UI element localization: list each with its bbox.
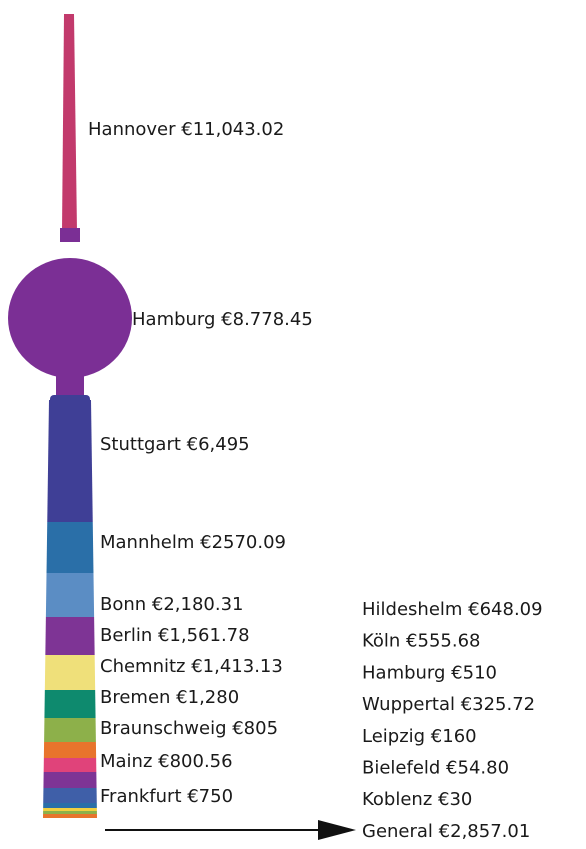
segment-label: Hamburg €510 — [362, 662, 497, 683]
segment-label: Leipzig €160 — [362, 726, 477, 747]
tower-segment — [43, 808, 97, 811]
segment-label: Hannover €11,043.02 — [88, 119, 284, 140]
tower-segment — [47, 522, 94, 573]
tower-segment — [43, 811, 97, 814]
segment-label: Wuppertal €325.72 — [362, 694, 535, 715]
tower-segment — [44, 742, 96, 758]
tower-segment — [44, 758, 97, 772]
segment-label: Bonn €2,180.31 — [100, 594, 244, 615]
tower-segment — [45, 655, 95, 690]
tower-segment — [44, 718, 96, 742]
segment-label: Braunschweig €805 — [100, 718, 278, 739]
neck — [56, 372, 84, 396]
tower-segment — [43, 803, 97, 808]
segment-label: Köln €555.68 — [362, 631, 481, 652]
segment-label: Hildeshelm €648.09 — [362, 599, 543, 620]
segment-label: Mannhelm €2570.09 — [100, 532, 286, 553]
arrow-head — [318, 820, 356, 840]
tower-segment — [47, 400, 93, 522]
tower-segment — [43, 772, 96, 788]
segment-label: General €2,857.01 — [362, 821, 530, 842]
segment-label: Stuttgart €6,495 — [100, 434, 250, 455]
antenna — [62, 14, 77, 232]
tower-segment — [43, 814, 97, 818]
tower-segment — [45, 617, 94, 655]
segment-label: Chemnitz €1,413.13 — [100, 656, 283, 677]
sphere — [8, 258, 132, 378]
segment-label: Mainz €800.56 — [100, 751, 233, 772]
segment-label: Frankfurt €750 — [100, 786, 233, 807]
neck — [60, 228, 80, 242]
segment-label: Koblenz €30 — [362, 789, 472, 810]
tower-segment — [43, 788, 97, 803]
tower-infographic: Hannover €11,043.02 Hamburg €8.778.45 Stut… — [0, 0, 586, 845]
segment-label: Bremen €1,280 — [100, 687, 239, 708]
segment-label: Hamburg €8.778.45 — [132, 309, 313, 330]
segment-label: Bielefeld €54.80 — [362, 758, 509, 779]
segment-label: Berlin €1,561.78 — [100, 625, 250, 646]
tower-segment — [46, 573, 94, 617]
tower-segment — [44, 690, 95, 718]
